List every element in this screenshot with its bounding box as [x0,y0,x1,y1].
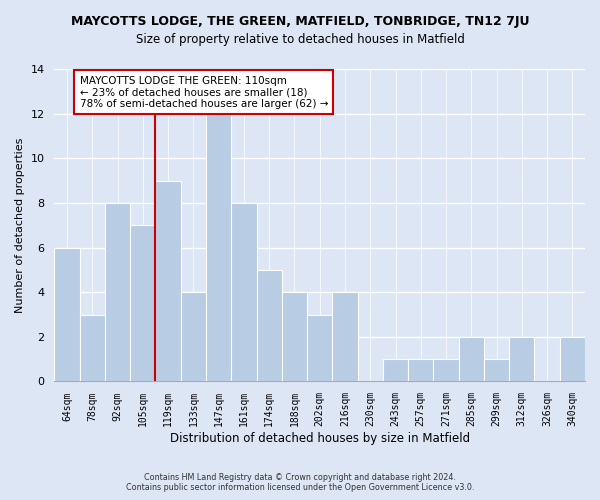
Bar [560,337,585,382]
Bar [332,292,358,382]
Bar [206,114,231,382]
Text: Contains HM Land Registry data © Crown copyright and database right 2024.
Contai: Contains HM Land Registry data © Crown c… [126,473,474,492]
Bar [80,314,105,382]
Bar [433,359,458,382]
Bar [181,292,206,382]
Text: MAYCOTTS LODGE, THE GREEN, MATFIELD, TONBRIDGE, TN12 7JU: MAYCOTTS LODGE, THE GREEN, MATFIELD, TON… [71,15,529,28]
Bar [509,337,535,382]
Bar [383,359,408,382]
Bar [155,180,181,382]
X-axis label: Distribution of detached houses by size in Matfield: Distribution of detached houses by size … [170,432,470,445]
Bar [307,314,332,382]
Bar [408,359,433,382]
Text: Size of property relative to detached houses in Matfield: Size of property relative to detached ho… [136,32,464,46]
Bar [458,337,484,382]
Bar [484,359,509,382]
Y-axis label: Number of detached properties: Number of detached properties [15,138,25,313]
Bar [105,203,130,382]
Bar [130,225,155,382]
Bar [282,292,307,382]
Bar [257,270,282,382]
Bar [231,203,257,382]
Text: MAYCOTTS LODGE THE GREEN: 110sqm
← 23% of detached houses are smaller (18)
78% o: MAYCOTTS LODGE THE GREEN: 110sqm ← 23% o… [80,76,328,109]
Bar [55,248,80,382]
